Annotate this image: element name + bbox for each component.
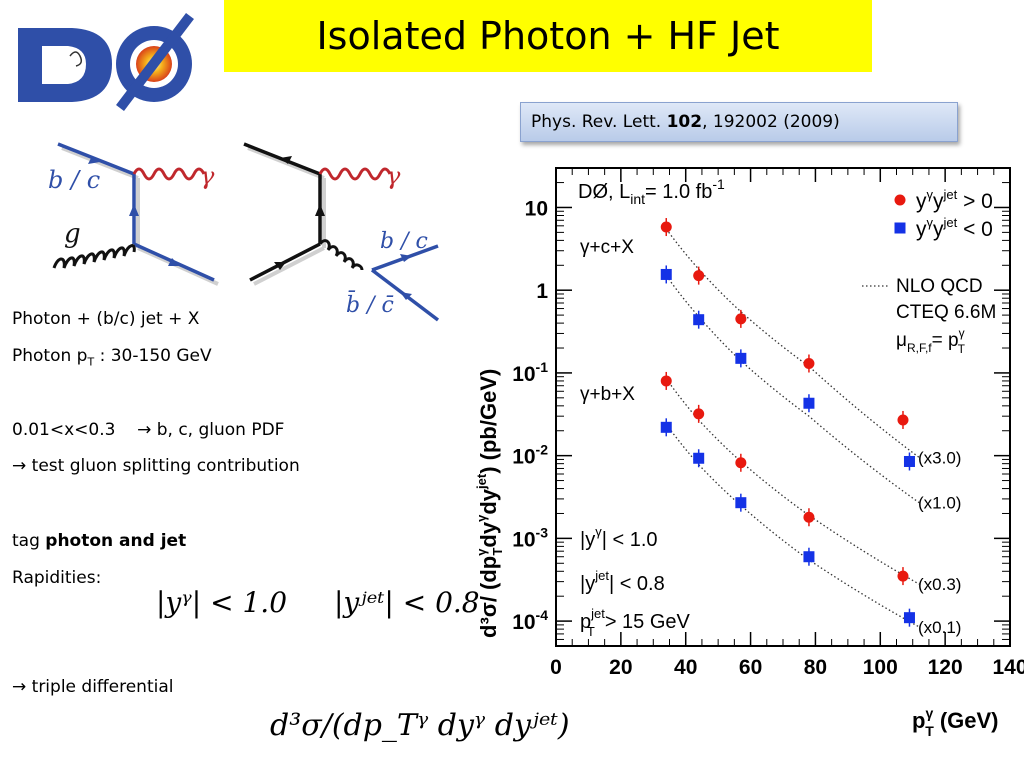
data-point-circle: [660, 375, 672, 387]
arrow-icon: →: [12, 677, 27, 697]
x-tick-label: 0: [550, 656, 562, 679]
cut-photon-rapidity: |yγ| < 1.0: [580, 524, 658, 551]
bullet-rapidities-text: Rapidities:: [12, 568, 102, 588]
nlo-curve: [665, 378, 920, 585]
bullet-rapidities: Rapidities:: [12, 568, 101, 588]
legend-same-sign: yγyjet > 0: [916, 187, 993, 213]
label-photon-right: γ: [386, 162, 401, 190]
bullet-photon-pt: Photon pT : 30-150 GeV: [12, 346, 212, 368]
label-gluon: g: [64, 219, 81, 249]
title-banner: Isolated Photon + HF Jet: [224, 0, 872, 72]
x-tick-label: 100: [863, 656, 898, 679]
page-title: Isolated Photon + HF Jet: [316, 14, 780, 58]
experiment-label: DØ, Lint= 1.0 fb-1: [578, 176, 725, 207]
bullet-triple: → triple differential: [12, 677, 173, 697]
x-tick-label: 60: [739, 656, 762, 679]
reference-suffix: , 192002 (2009): [702, 112, 840, 132]
data-point-square: [660, 421, 672, 433]
data-point-square: [903, 455, 915, 467]
legend-pdf-text: CTEQ 6.6M: [896, 302, 996, 323]
legend-opposite-sign: yγyjet < 0: [916, 215, 993, 241]
x-tick-label: 20: [609, 656, 632, 679]
legend-marker-circle: [894, 194, 906, 206]
bullet-x-range: 0.01<x<0.3 → b, c, gluon PDF: [12, 420, 284, 440]
bullet-triple-text: triple differential: [31, 677, 174, 697]
label-antiquark-right: b̄ / c̄: [346, 290, 394, 318]
data-point-square: [735, 352, 747, 364]
y-tick-label: 10-2: [512, 442, 548, 469]
x-tick-label: 80: [804, 656, 827, 679]
x-tick-label: 120: [928, 656, 963, 679]
data-point-square: [693, 452, 705, 464]
data-point-circle: [897, 570, 909, 582]
data-point-square: [693, 314, 705, 326]
bullet-tag: tag photon and jet: [12, 531, 186, 551]
x-tick-label: 40: [674, 656, 697, 679]
bullet-x-range-pre: 0.01<x<0.3: [12, 420, 116, 440]
bullet-gluon-splitting-text: test gluon splitting contribution: [31, 456, 300, 476]
data-point-circle: [803, 511, 815, 523]
data-point-square: [735, 497, 747, 509]
bullet-process-text: Photon + (b/c) jet + X: [12, 309, 200, 329]
y-tick-label: 10: [525, 197, 548, 220]
scale-factor-label: (x3.0): [918, 448, 961, 467]
cut-jet-rapidity: |yjet| < 0.8: [580, 568, 665, 595]
process-label-bottom: γ+b+X: [580, 384, 635, 405]
cut-jet-pt: pjet T > 15 GeV: [580, 606, 691, 639]
data-point-circle: [660, 221, 672, 233]
data-point-circle: [735, 457, 747, 469]
y-axis-title: d³σ/ (dpγTdyγdyjet) (pb/GeV): [474, 369, 505, 638]
bullet-tag-bold: photon and jet: [45, 531, 187, 551]
bullet-photon-pt-pre: Photon p: [12, 346, 88, 366]
bullet-process: Photon + (b/c) jet + X: [12, 309, 199, 329]
y-tick-label: 1: [536, 280, 548, 303]
bullet-photon-pt-sub: T: [87, 355, 95, 369]
scale-factor-label: (x0.3): [918, 575, 961, 594]
reference-prefix: Phys. Rev. Lett.: [531, 112, 662, 132]
label-quark-left: b / c: [48, 166, 100, 194]
data-point-circle: [693, 408, 705, 420]
reference-box: Phys. Rev. Lett. 102, 192002 (2009): [520, 102, 958, 142]
bullet-x-range-post: b, c, gluon PDF: [156, 420, 285, 440]
nlo-curve: [665, 228, 920, 459]
scale-factor-label: (x1.0): [918, 494, 961, 513]
scale-factor-label: (x0.1): [918, 618, 961, 637]
data-point-square: [660, 268, 672, 280]
reference-volume: 102: [666, 112, 703, 132]
y-tick-label: 10-3: [512, 524, 548, 551]
legend-marker-square: [894, 222, 906, 234]
x-axis-title: pγ T (GeV): [912, 705, 999, 739]
label-photon-left: γ: [200, 162, 215, 190]
nlo-curve: [665, 275, 920, 504]
data-point-square: [803, 551, 815, 563]
data-point-circle: [897, 414, 909, 426]
feynman-diagrams: b / c γ g γ b / c b̄ / c̄: [48, 142, 440, 322]
x-tick-label: 140: [992, 656, 1024, 679]
bullet-gluon-splitting: → test gluon splitting contribution: [12, 456, 300, 476]
nlo-curve: [665, 423, 920, 628]
arrow-icon: →: [137, 420, 152, 440]
formula-rapidity-jet: |yʲᵉᵗ| < 0.8: [334, 586, 480, 619]
process-label-charm: γ+c+X: [580, 237, 634, 258]
data-point-square: [903, 612, 915, 624]
legend-scale-text: μR,F,f= pγ T: [896, 326, 966, 356]
formula-triple-differential: d³σ/(dp_Tᵞ dyᵞ dyʲᵉᵗ): [270, 708, 570, 743]
data-point-circle: [735, 313, 747, 325]
y-tick-label: 10-4: [512, 607, 548, 634]
d0-logo: [18, 12, 194, 112]
feynman-right: γ b / c b̄ / c̄: [243, 142, 440, 322]
bullet-photon-pt-post: : 30-150 GeV: [94, 346, 212, 366]
cross-section-chart: 0 20 40 60 80 100 120 140 10 1 10-1 10-2 10-3 10-4 DØ,…: [474, 167, 1024, 739]
y-tick-label: 10-1: [512, 359, 548, 386]
data-point-circle: [803, 357, 815, 369]
legend-nlo-text: NLO QCD: [896, 276, 983, 297]
data-point-square: [803, 397, 815, 409]
arrow-icon: →: [12, 456, 27, 476]
formula-rapidity-photon: |yᵞ| < 1.0: [156, 586, 288, 619]
label-quark-right: b / c: [380, 229, 428, 254]
bullet-tag-pre: tag: [12, 531, 46, 551]
data-point-circle: [693, 270, 705, 282]
feynman-left: b / c γ g: [48, 142, 219, 286]
